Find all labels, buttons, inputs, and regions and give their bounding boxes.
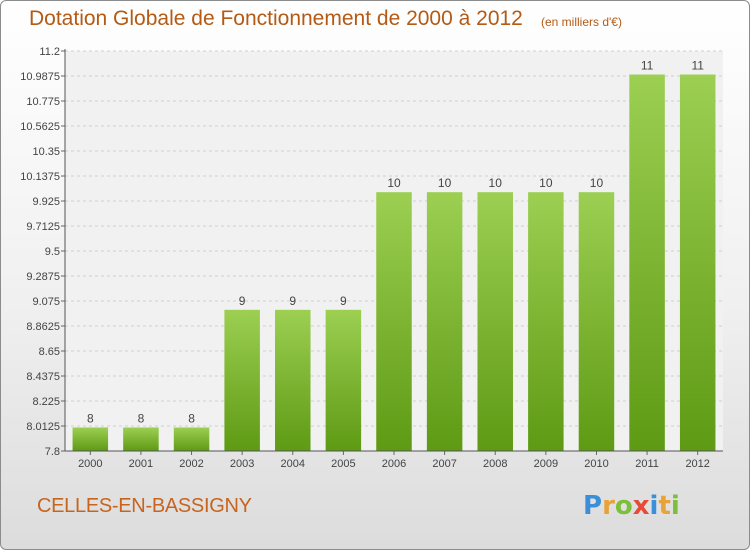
bar-2005 — [325, 309, 362, 451]
chart-title: Dotation Globale de Fonctionnement de 20… — [29, 7, 523, 30]
x-tick-label: 2005 — [331, 458, 355, 470]
x-tick-label: 2009 — [534, 458, 558, 470]
y-tick-label: 9.925 — [32, 196, 60, 208]
logo-letter: x — [632, 491, 650, 521]
bar-2002 — [173, 427, 210, 451]
bar-value-label: 10 — [590, 176, 604, 190]
y-tick-label: 9.5 — [45, 246, 60, 258]
logo-letter: i — [649, 491, 659, 521]
x-tick-label: 2006 — [382, 458, 406, 470]
bar-value-label: 10 — [539, 176, 553, 190]
y-tick-label: 8.4375 — [26, 371, 60, 383]
proxiti-logo: Proxiti — [583, 491, 680, 521]
y-tick-label: 9.2875 — [26, 271, 60, 283]
bar-value-label: 9 — [340, 294, 347, 308]
x-tick-label: 2012 — [685, 458, 709, 470]
bar-value-label: 9 — [289, 294, 296, 308]
x-tick-label: 2011 — [635, 458, 659, 470]
bar-2006 — [376, 192, 412, 452]
x-tick-label: 2007 — [432, 458, 456, 470]
y-tick-label: 10.9875 — [20, 71, 60, 83]
y-tick-label: 8.0125 — [26, 421, 60, 433]
logo-letter: o — [614, 491, 633, 521]
bar-value-label: 11 — [641, 59, 654, 73]
logo-letter: t — [658, 491, 671, 521]
y-tick-label: 10.1375 — [20, 171, 60, 183]
logo-letter: i — [670, 491, 680, 521]
bar-value-label: 8 — [188, 411, 195, 425]
y-tick-label: 10.775 — [26, 96, 60, 108]
y-tick-label: 9.7125 — [26, 221, 60, 233]
x-tick-label: 2008 — [483, 458, 507, 470]
y-tick-label: 7.8 — [45, 446, 60, 458]
y-tick-label: 8.225 — [32, 396, 60, 408]
y-tick-label: 10.5625 — [20, 121, 60, 133]
y-tick-label: 11.2 — [39, 46, 60, 58]
y-tick-label: 8.8625 — [26, 321, 60, 333]
x-tick-label: 2004 — [281, 458, 305, 470]
bar-2009 — [528, 192, 564, 452]
bar-2010 — [578, 192, 615, 452]
x-tick-label: 2001 — [129, 458, 153, 470]
commune-name: CELLES-EN-BASSIGNY — [37, 495, 252, 517]
bar-2001 — [123, 427, 159, 451]
y-tick-label: 10.35 — [32, 146, 60, 158]
bar-value-label: 9 — [239, 294, 246, 308]
bar-2008 — [477, 192, 513, 452]
bar-value-label: 11 — [691, 59, 704, 73]
bar-value-label: 10 — [438, 176, 452, 190]
bar-2000 — [72, 427, 109, 451]
x-tick-label: 2002 — [179, 458, 203, 470]
bar-value-label: 10 — [489, 176, 503, 190]
bar-value-label: 8 — [87, 411, 94, 425]
logo-letter: r — [602, 491, 615, 521]
bar-2003 — [224, 309, 260, 451]
chart-unit-label: (en milliers d'€) — [541, 15, 622, 29]
bar-2012 — [679, 74, 716, 451]
logo-letter: P — [583, 491, 603, 521]
y-tick-label: 9.075 — [32, 296, 60, 308]
x-tick-label: 2010 — [584, 458, 608, 470]
bar-2011 — [629, 74, 665, 451]
x-tick-label: 2003 — [230, 458, 254, 470]
bar-value-label: 10 — [387, 176, 401, 190]
bar-value-label: 8 — [138, 411, 145, 425]
x-tick-label: 2000 — [78, 458, 102, 470]
bar-2004 — [275, 309, 311, 451]
y-tick-label: 8.65 — [39, 346, 60, 358]
bar-2007 — [426, 192, 463, 452]
